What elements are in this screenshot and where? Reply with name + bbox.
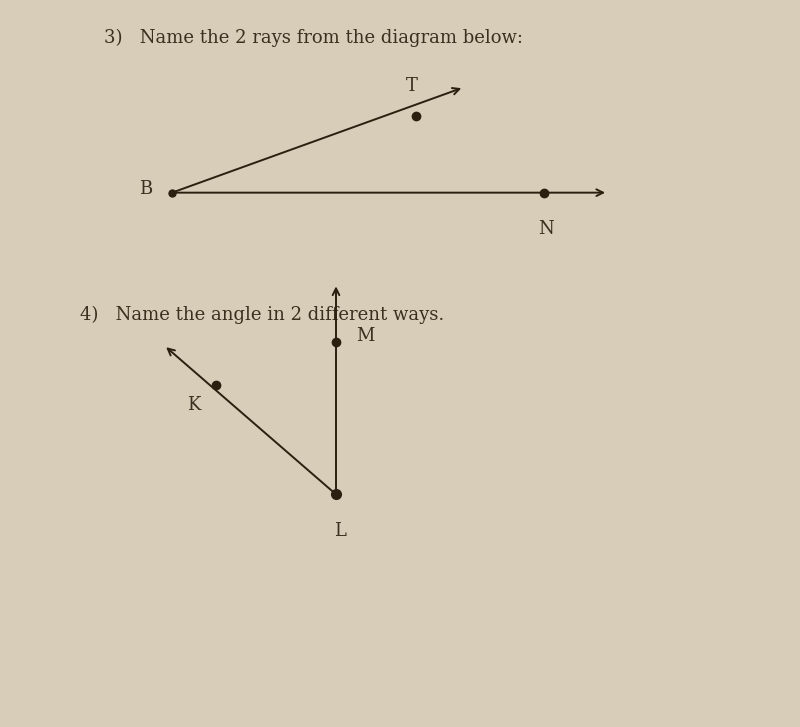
Text: M: M xyxy=(356,327,374,345)
Text: B: B xyxy=(138,180,152,198)
Text: K: K xyxy=(186,396,200,414)
Text: N: N xyxy=(538,220,554,238)
Text: 3)   Name the 2 rays from the diagram below:: 3) Name the 2 rays from the diagram belo… xyxy=(104,29,523,47)
Text: 4)   Name the angle in 2 different ways.: 4) Name the angle in 2 different ways. xyxy=(80,305,444,324)
Text: T: T xyxy=(406,76,418,95)
Text: L: L xyxy=(334,522,346,540)
